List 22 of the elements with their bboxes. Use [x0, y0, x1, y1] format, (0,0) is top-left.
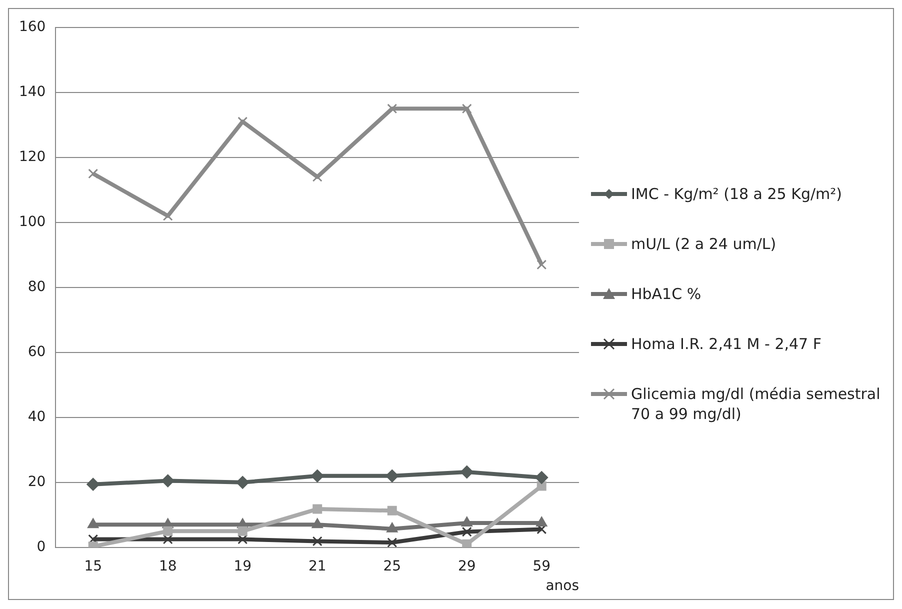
x-tick-label: 21 — [308, 558, 326, 574]
x-tick-label: 59 — [532, 558, 551, 574]
legend-label: HbA1C % — [631, 284, 702, 304]
x-tick-label: 18 — [158, 558, 177, 574]
y-tick-label: 60 — [28, 344, 46, 360]
y-tick-label: 140 — [18, 84, 46, 100]
x-tick-label: 15 — [84, 558, 102, 574]
x-axis-title: anos — [546, 578, 579, 594]
y-tick-label: 40 — [28, 409, 46, 426]
x-tick-label: 25 — [383, 558, 402, 574]
legend-label: Homa I.R. 2,41 M - 2,47 F — [631, 334, 822, 354]
x-tick-label: 19 — [234, 558, 252, 574]
y-tick-label: 120 — [18, 149, 46, 166]
y-tick-label: 160 — [18, 19, 46, 36]
legend-label: IMC - Kg/m² (18 a 25 Kg/m²) — [631, 184, 842, 204]
x-tick-label: 29 — [458, 558, 476, 574]
legend-label: Glicemia mg/dl (média semestral 70 a 99 mg/dl) — [631, 384, 882, 424]
y-tick-label: 80 — [28, 279, 46, 296]
y-tick-label: 20 — [28, 474, 46, 490]
legend-label: mU/L (2 a 24 um/L) — [631, 234, 776, 254]
y-tick-label: 100 — [18, 214, 46, 230]
y-tick-label: 0 — [36, 539, 46, 556]
